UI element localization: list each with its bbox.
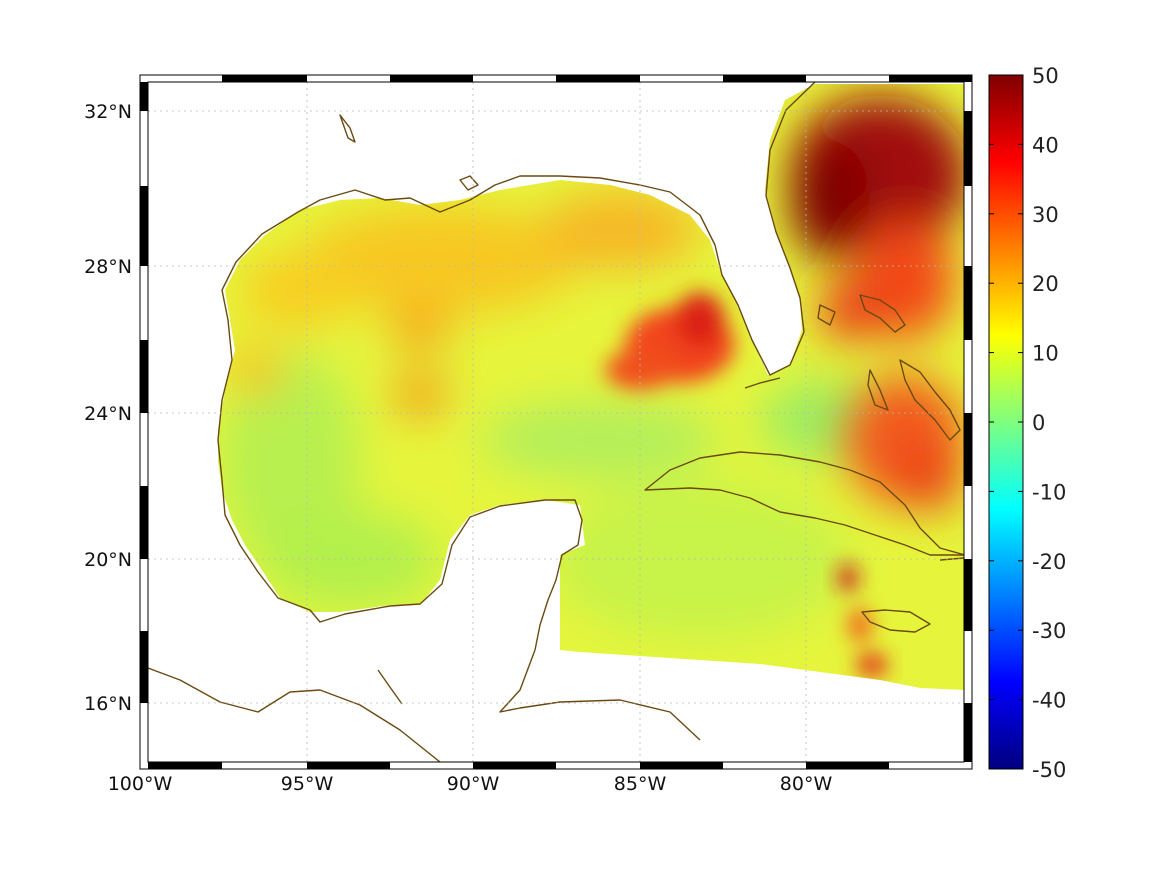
y-tick-label: 28°N — [84, 256, 132, 278]
colorbar-tick-label: -10 — [1032, 480, 1066, 504]
x-tick-label: 95°W — [281, 773, 334, 795]
colorbar-tick-label: -50 — [1032, 758, 1066, 782]
colorbar-tick-label: 40 — [1032, 133, 1059, 157]
colorbar-gradient — [988, 74, 1024, 770]
y-tick-label: 24°N — [84, 403, 132, 425]
x-tick-label: 85°W — [614, 773, 667, 795]
x-axis-labels: 100°W 95°W 90°W 85°W 80°W — [108, 773, 833, 795]
colorbar-tick-label: -40 — [1032, 689, 1066, 713]
y-tick-label: 16°N — [84, 693, 132, 715]
colorbar-tick-label: 50 — [1032, 64, 1059, 88]
y-tick-label: 20°N — [84, 549, 132, 571]
colorbar-tick-label: 30 — [1032, 203, 1059, 227]
colorbar: 50 40 30 20 10 0 -10 -20 -30 -40 -50 — [988, 64, 1066, 782]
x-tick-label: 90°W — [447, 773, 500, 795]
colorbar-tick-label: -20 — [1032, 550, 1066, 574]
x-tick-label: 100°W — [108, 773, 173, 795]
colorbar-tick-label: 20 — [1032, 272, 1059, 296]
x-tick-label: 80°W — [780, 773, 833, 795]
grid-lines — [148, 82, 964, 762]
y-axis-labels: 32°N 28°N 24°N 20°N 16°N — [84, 101, 132, 715]
colorbar-tick-label: -30 — [1032, 619, 1066, 643]
y-tick-label: 32°N — [84, 101, 132, 123]
colorbar-ticks: 50 40 30 20 10 0 -10 -20 -30 -40 -50 — [989, 64, 1066, 782]
coastlines — [148, 82, 964, 762]
colorbar-tick-label: 0 — [1032, 411, 1045, 435]
colorbar-tick-label: 10 — [1032, 342, 1059, 366]
map-frame — [139, 74, 973, 770]
